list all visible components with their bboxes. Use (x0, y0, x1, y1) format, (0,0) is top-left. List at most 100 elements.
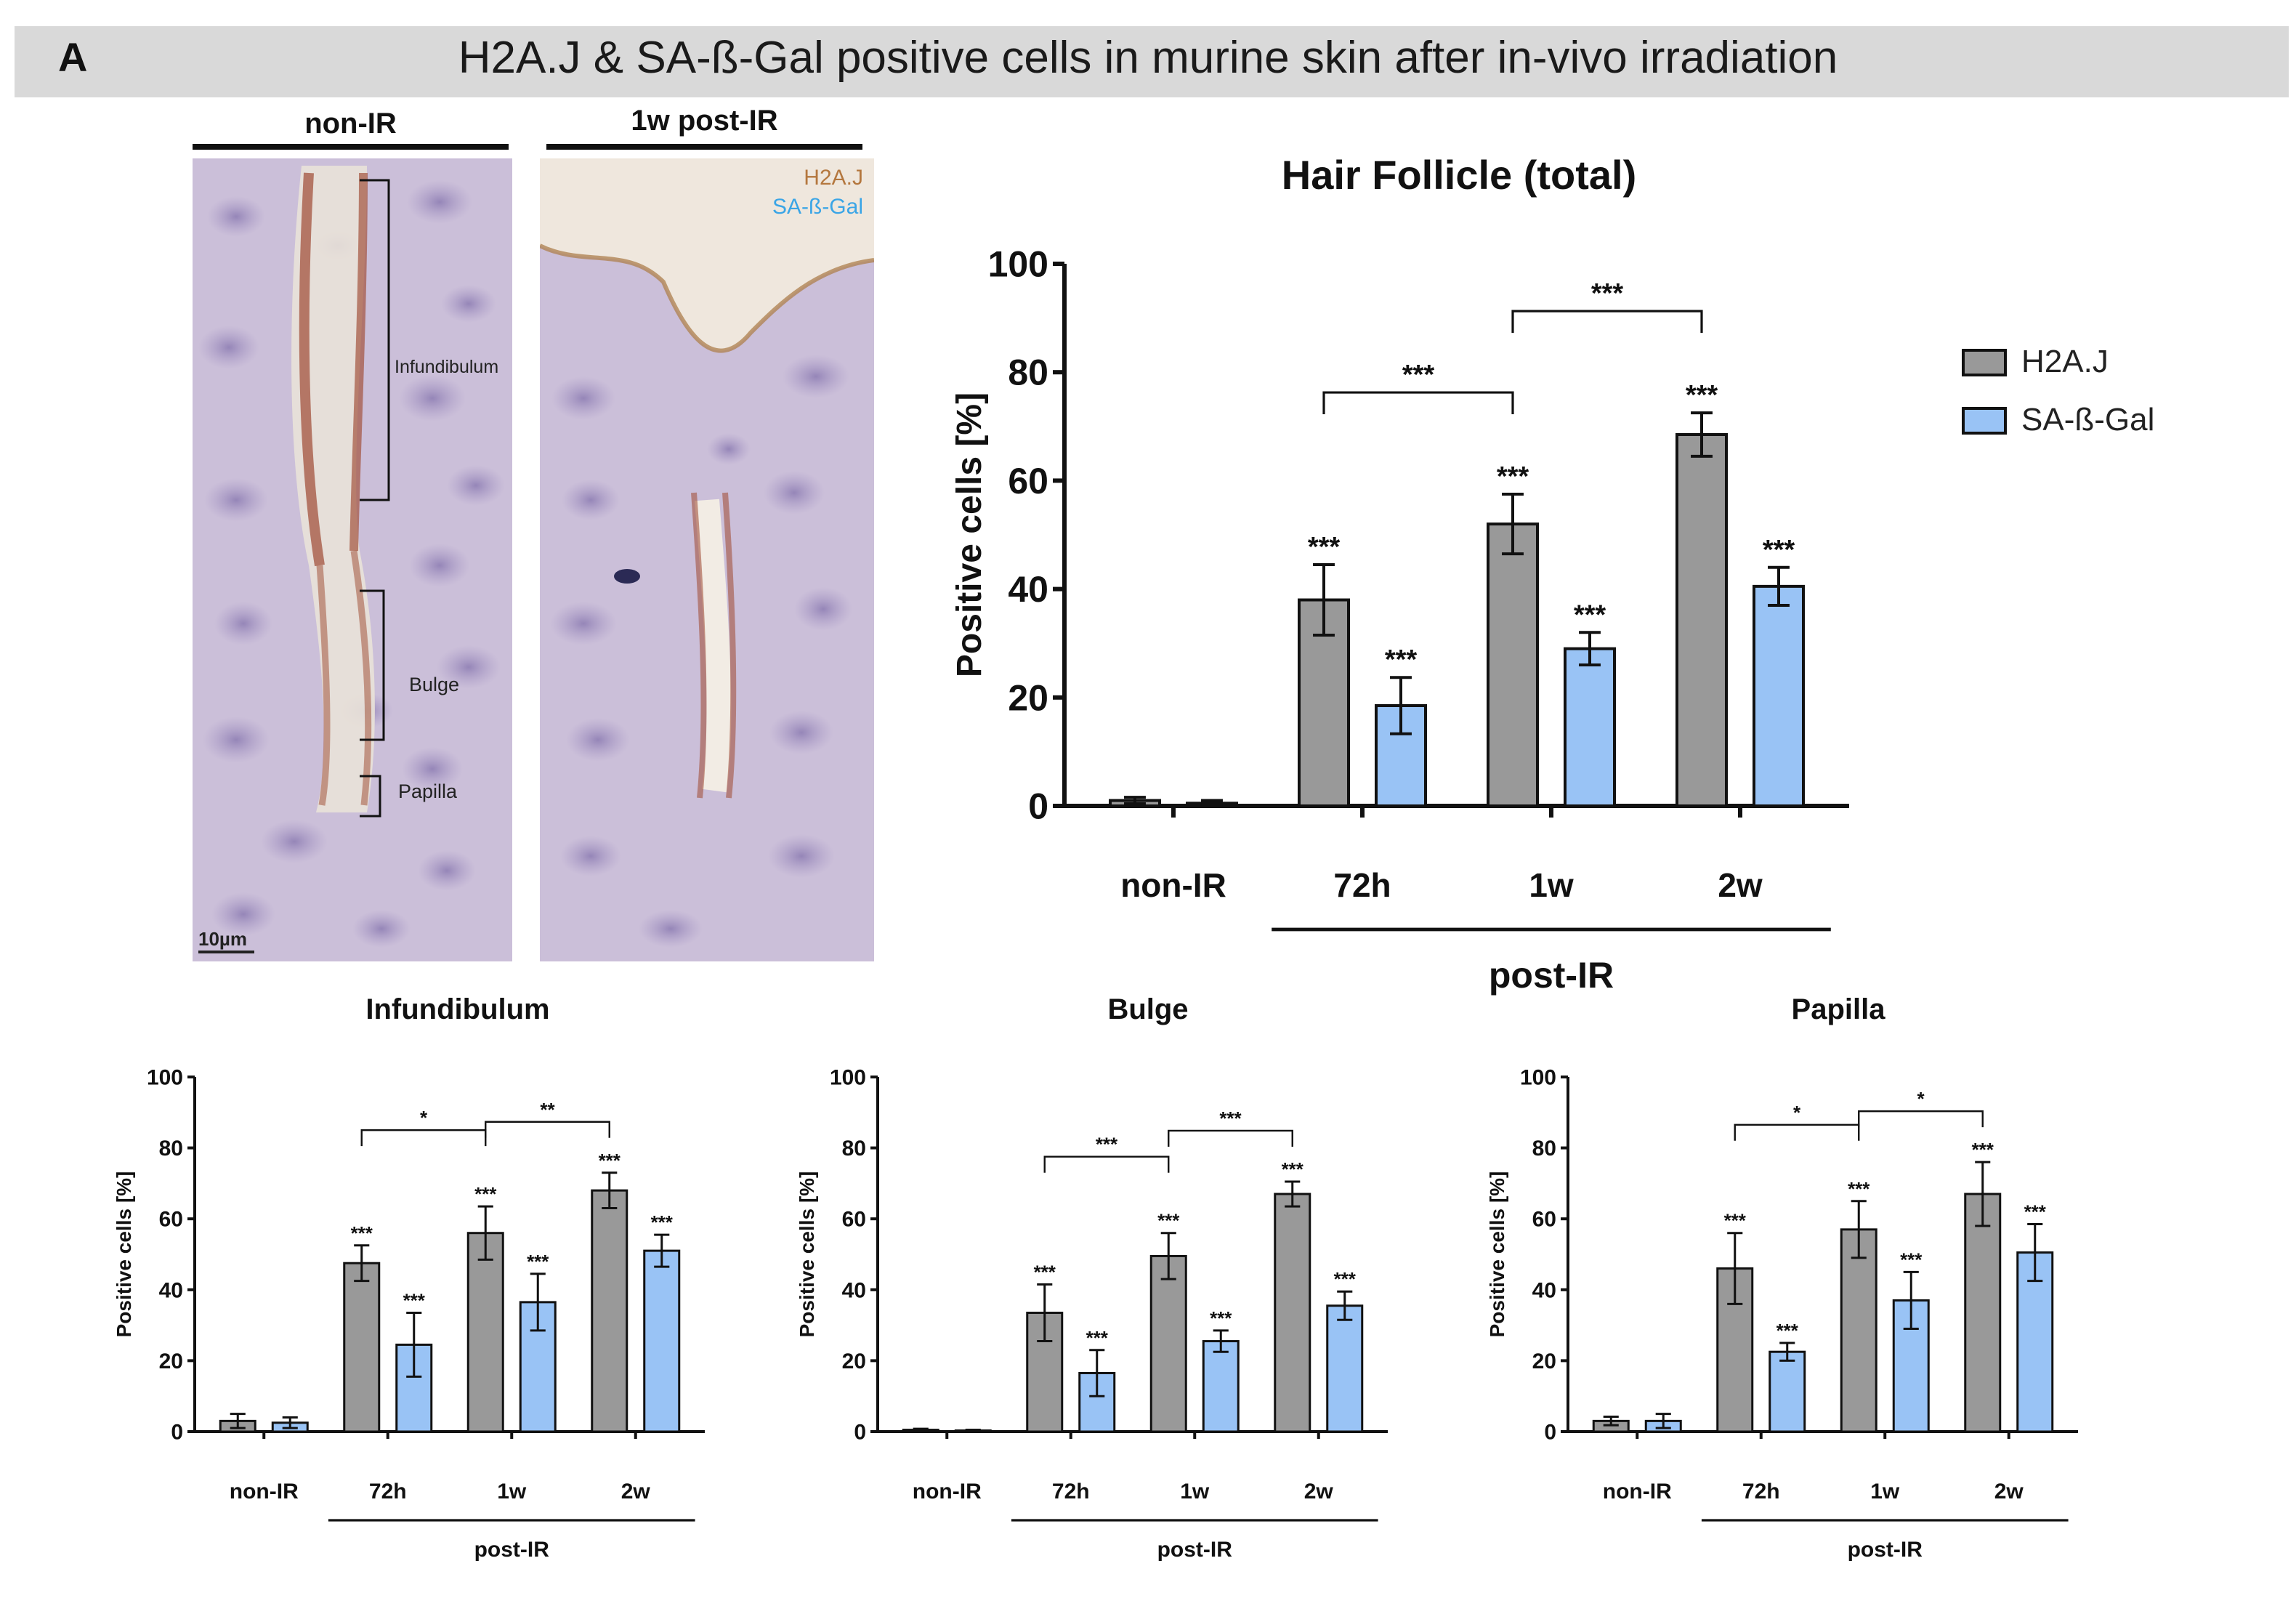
y-tick-label: 100 (147, 1066, 183, 1090)
significance-label: *** (1848, 1178, 1870, 1200)
bracket-label: *** (1402, 360, 1435, 390)
x-tick-label: non-IR (1603, 1480, 1672, 1504)
bar-h2aj-1w (466, 1232, 504, 1433)
bracket-label: * (1917, 1088, 1925, 1110)
post-ir-group-label: post-IR (1848, 1538, 1923, 1562)
chart-title: Hair Follicle (total) (1282, 152, 1637, 198)
chart-bulge: Bulge Positive cells [%] 0 20 40 60 80 100 non-I… (796, 993, 1388, 1562)
significance-label: *** (403, 1290, 426, 1312)
y-tick-label: 0 (1544, 1421, 1556, 1445)
comparison-bracket (1322, 391, 1514, 415)
comparison-bracket (1734, 1123, 1860, 1141)
legend-label-h2aj: H2A.J (2021, 344, 2109, 379)
y-tick-label: 20 (842, 1349, 866, 1373)
x-tick-label: 1w (497, 1480, 527, 1504)
comparison-bracket (360, 1129, 487, 1147)
comparison-bracket (1511, 310, 1703, 334)
comparison-bracket (485, 1121, 610, 1138)
significance-label: *** (2024, 1201, 2047, 1223)
comparison-bracket (1858, 1110, 1984, 1128)
x-tick-label: 2w (1718, 866, 1763, 904)
chart-legend: H2A.J SA-ß-Gal (1962, 344, 2154, 437)
x-tick-label: 2w (1304, 1480, 1334, 1504)
region-label-bulge: Bulge (409, 674, 459, 695)
significance-label: *** (1210, 1307, 1232, 1329)
y-tick-label: 100 (830, 1066, 866, 1090)
bar-h2aj-2w (1274, 1193, 1311, 1433)
y-tick-label: 60 (842, 1208, 866, 1232)
y-tick-label: 60 (1532, 1208, 1556, 1232)
bracket-label: *** (1219, 1107, 1242, 1129)
panel-header (15, 26, 2289, 97)
y-axis-label: Positive cells [%] (113, 1171, 135, 1338)
significance-label: *** (1157, 1210, 1180, 1232)
region-label-papilla: Papilla (398, 780, 458, 802)
bar-sagal-2w (643, 1249, 681, 1433)
significance-label: *** (1334, 1268, 1357, 1290)
bar-h2aj-2w (1675, 432, 1728, 807)
bar-h2aj-2w (591, 1189, 628, 1433)
significance-label: *** (474, 1183, 497, 1205)
y-axis-label: Positive cells [%] (950, 392, 989, 677)
significance-label: *** (1972, 1139, 1994, 1161)
y-tick-label: 0 (171, 1421, 183, 1445)
y-axis-label: Positive cells [%] (796, 1171, 818, 1338)
scale-bar-label: 10µm (198, 928, 247, 950)
x-tick-label: 1w (1529, 866, 1574, 904)
legend-swatch-h2aj (1962, 349, 2007, 376)
significance-label: *** (1686, 380, 1718, 411)
y-axis-label: Positive cells [%] (1486, 1171, 1508, 1338)
significance-label: *** (599, 1150, 621, 1171)
micrograph-label-post-ir: 1w post-IR (631, 105, 778, 137)
significance-label: *** (1763, 535, 1795, 565)
bracket-label: * (1793, 1102, 1801, 1123)
y-tick-label: 20 (1532, 1349, 1556, 1373)
comparison-bracket (1043, 1155, 1170, 1173)
y-tick-label: 40 (1532, 1278, 1556, 1302)
x-tick-label: 72h (1052, 1480, 1090, 1504)
bar-sagal-2w (2016, 1251, 2054, 1433)
y-tick-label: 20 (1008, 677, 1048, 718)
y-tick-label: 60 (1008, 461, 1048, 501)
x-tick-label: 2w (621, 1480, 651, 1504)
post-ir-group-label: post-IR (474, 1538, 550, 1562)
x-tick-label: non-IR (1120, 866, 1226, 904)
significance-label: *** (1900, 1248, 1923, 1270)
chart-title: Infundibulum (365, 993, 549, 1025)
chart-hair-follicle-total: Hair Follicle (total) Positive cells [%] 0… (950, 152, 1849, 996)
significance-label: *** (527, 1251, 549, 1272)
panel-letter: A (58, 34, 88, 80)
chart-papilla: Papilla Positive cells [%] 0 20 40 60 80 100 non… (1486, 993, 2078, 1562)
region-label-infundibulum: Infundibulum (395, 357, 498, 377)
significance-label: *** (651, 1211, 674, 1233)
bar-sagal-2w (1753, 584, 1805, 807)
bar-h2aj-2w (1964, 1193, 2002, 1433)
bar-h2aj-1w (1487, 522, 1539, 808)
micrograph-non-ir: Infundibulum Bulge Papilla 10µm (193, 158, 512, 961)
significance-label: *** (1034, 1261, 1056, 1283)
x-tick-label: non-IR (230, 1480, 299, 1504)
micrograph-legend-sagal: SA-ß-Gal (772, 195, 863, 219)
post-ir-group-label: post-IR (1489, 955, 1614, 996)
y-tick-label: 80 (1008, 352, 1048, 393)
legend-swatch-sagal (1962, 407, 2007, 435)
bar-sagal-1w (1564, 647, 1616, 807)
x-tick-label: 72h (1742, 1480, 1780, 1504)
x-tick-label: 1w (1180, 1480, 1210, 1504)
y-tick-label: 80 (1532, 1137, 1556, 1161)
chart-infundibulum: Infundibulum Positive cells [%] 0 20 40 60 80 1… (113, 993, 705, 1562)
significance-label: *** (351, 1222, 373, 1244)
comparison-bracket (1168, 1129, 1293, 1147)
chart-title: Papilla (1792, 993, 1886, 1025)
panel-title: H2A.J & SA-ß-Gal positive cells in murin… (458, 33, 1838, 83)
bracket-label: *** (1591, 278, 1624, 309)
post-ir-group-label: post-IR (1157, 1538, 1233, 1562)
x-tick-label: 72h (1333, 866, 1391, 904)
bracket-label: *** (1096, 1134, 1118, 1155)
x-tick-label: 1w (1870, 1480, 1900, 1504)
significance-label: *** (1086, 1327, 1109, 1349)
y-tick-label: 60 (159, 1208, 183, 1232)
significance-label: *** (1497, 461, 1529, 492)
legend-label-sagal: SA-ß-Gal (2021, 402, 2154, 437)
x-tick-label: 72h (369, 1480, 407, 1504)
